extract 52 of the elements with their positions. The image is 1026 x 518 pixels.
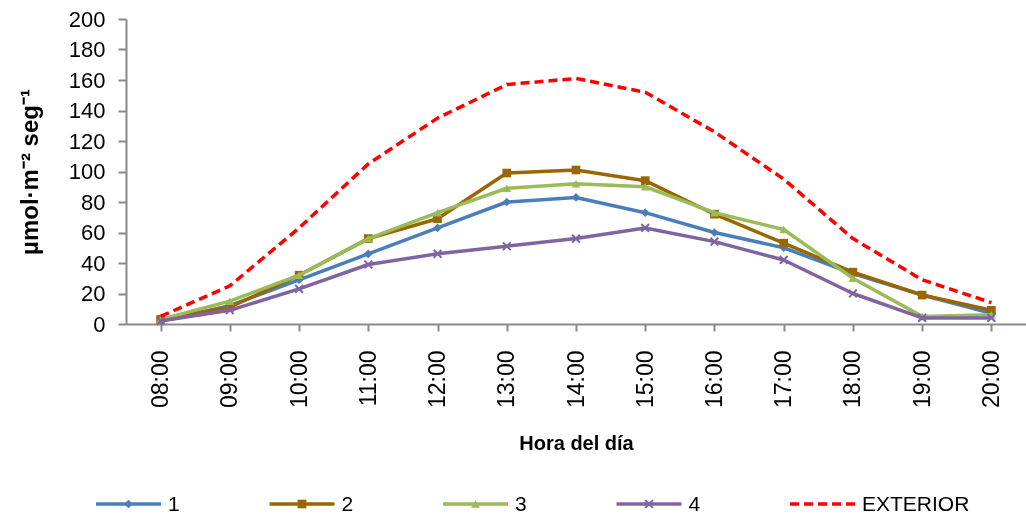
y-tick-label: 100 xyxy=(68,159,106,184)
point xyxy=(709,236,720,247)
x-tick-label: 10:00 xyxy=(285,350,312,409)
x-tick-label: 20:00 xyxy=(977,350,1004,409)
y-tick-label: 20 xyxy=(81,281,106,306)
point xyxy=(848,288,858,299)
legend-label: 2 xyxy=(341,492,354,515)
y-tick-label: 120 xyxy=(68,128,106,154)
point xyxy=(710,228,719,237)
point xyxy=(501,241,512,252)
legend-label: 4 xyxy=(688,492,701,515)
point xyxy=(363,259,374,270)
point xyxy=(502,184,512,193)
x-tick-label: 14:00 xyxy=(562,350,589,409)
x-tick-label: 13:00 xyxy=(493,350,520,409)
y-tick-label: 140 xyxy=(68,98,106,123)
x-axis-title: Hora del día xyxy=(519,432,635,455)
point xyxy=(779,238,789,248)
x-tick-label: 11:00 xyxy=(354,350,381,407)
y-tick-label: 80 xyxy=(81,189,106,215)
point xyxy=(432,248,443,259)
point xyxy=(640,208,650,218)
y-tick-label: 180 xyxy=(68,37,106,62)
point xyxy=(640,183,650,191)
legend-label: 3 xyxy=(515,492,527,515)
point xyxy=(640,223,651,233)
legend-label: EXTERIOR xyxy=(862,492,970,515)
point xyxy=(433,208,442,217)
y-tick-label: 40 xyxy=(81,250,106,276)
y-tick-label: 160 xyxy=(68,67,106,93)
x-tick-label: 09:00 xyxy=(216,350,243,409)
x-tick-label: 15:00 xyxy=(631,350,658,409)
point xyxy=(640,176,650,185)
point xyxy=(294,284,304,294)
x-tick-label: 12:00 xyxy=(424,350,451,409)
point xyxy=(502,168,512,178)
x-tick-label: 16:00 xyxy=(700,350,727,409)
point xyxy=(224,305,235,316)
point xyxy=(363,249,373,259)
point xyxy=(225,297,235,305)
point xyxy=(571,233,581,244)
legend-label: 1 xyxy=(168,492,180,515)
x-tick-label: 17:00 xyxy=(770,350,797,409)
y-tick-label: 60 xyxy=(81,220,106,245)
y-tick-label: 200 xyxy=(68,6,106,32)
y-tick-label: 0 xyxy=(93,311,106,337)
x-tick-label: 19:00 xyxy=(908,350,935,409)
point xyxy=(778,255,789,265)
x-tick-label: 18:00 xyxy=(839,350,866,409)
point xyxy=(986,313,997,323)
x-tick-label: 08:00 xyxy=(147,350,174,409)
y-axis-title: µmol·m⁻² seg⁻¹ xyxy=(15,89,43,255)
